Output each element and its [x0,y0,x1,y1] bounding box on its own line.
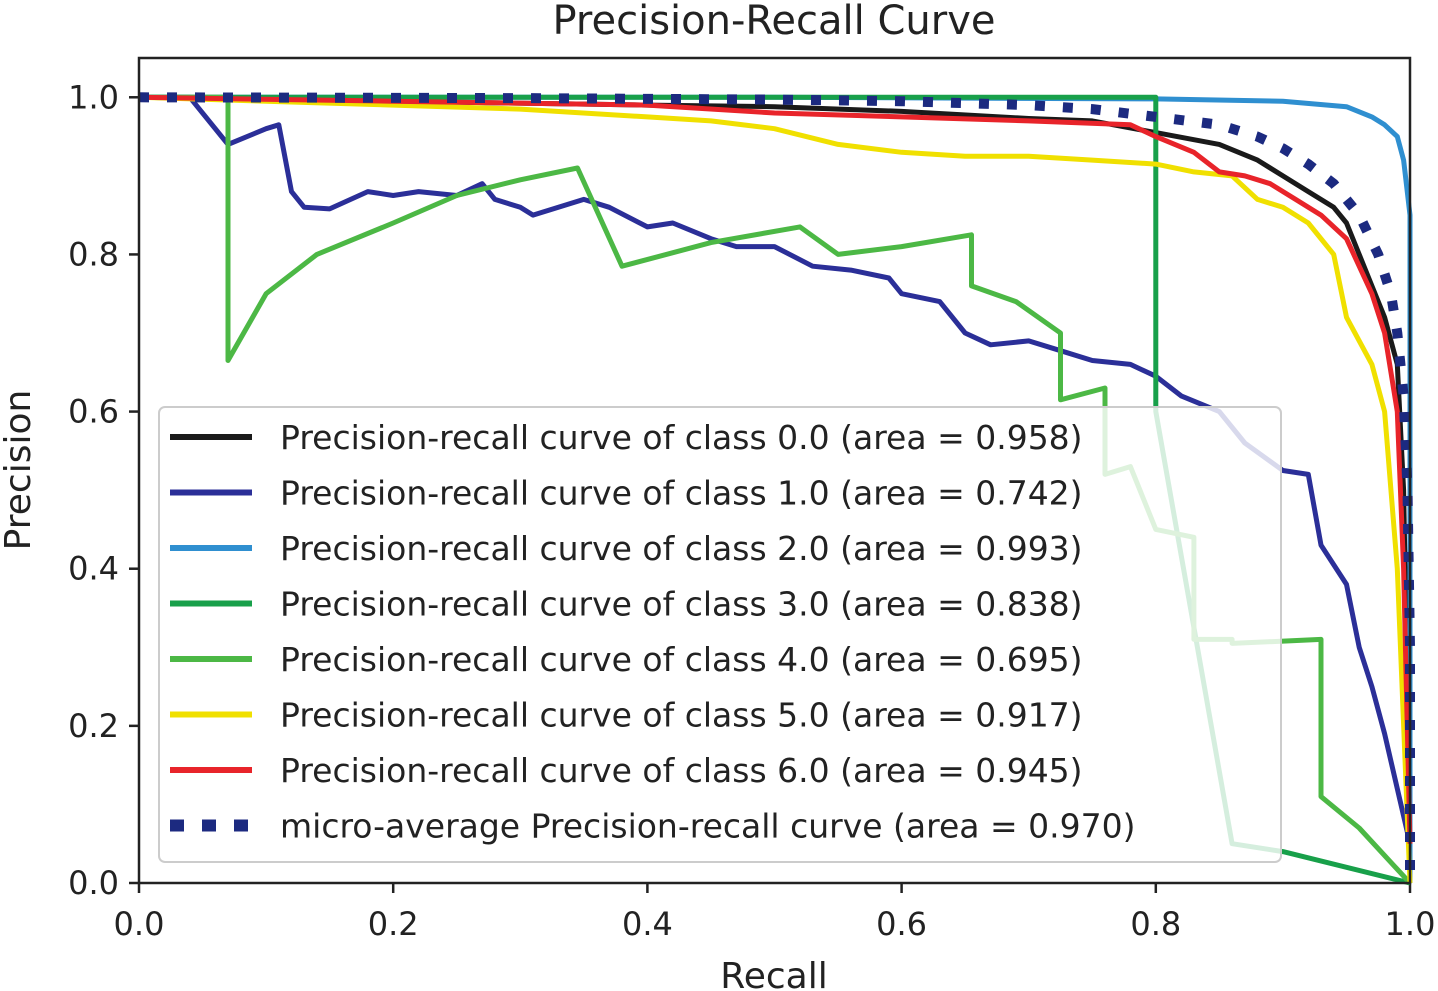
x-tick-label: 0.0 [114,905,165,943]
curves [138,92,1415,886]
y-axis-label: Precision [0,390,39,551]
legend-entry-3: Precision-recall curve of class 3.0 (are… [280,585,1083,624]
legend: Precision-recall curve of class 0.0 (are… [158,406,1282,863]
x-tick-label: 0.6 [876,905,927,943]
curve-series-5 [138,94,1413,884]
x-tick-label: 0.2 [368,905,419,943]
x-axis-label: Recall [720,956,827,991]
axis-ticks: 0.0 0.2 0.4 0.6 0.8 1.0 0.0 0.2 0.4 0.6 0.8 1.0 [68,78,1435,943]
legend-entry-0: Precision-recall curve of class 0.0 (are… [280,418,1083,457]
x-tick-label: 0.4 [622,905,673,943]
legend-entry-6: Precision-recall curve of class 6.0 (are… [280,751,1083,790]
legend-entry-4: Precision-recall curve of class 4.0 (are… [280,640,1083,679]
legend-box [158,406,1282,863]
y-tick-label: 1.0 [68,78,119,116]
plot-frame [137,56,1412,885]
y-tick-label: 0.0 [68,864,119,902]
legend-entry-5: Precision-recall curve of class 5.0 (are… [280,696,1083,735]
curve-series-0 [138,94,1413,844]
chart-title: Precision-Recall Curve [553,0,996,44]
curve-series-6 [138,94,1413,844]
legend-entry-7: micro-average Precision-recall curve (ar… [280,807,1135,846]
y-tick-label: 0.4 [68,550,119,588]
curve-series-7 [138,92,1415,883]
x-tick-label: 0.8 [1130,905,1181,943]
x-tick-label: 1.0 [1385,905,1436,943]
legend-entry-2: Precision-recall curve of class 2.0 (are… [280,529,1083,568]
y-tick-label: 0.2 [68,707,119,745]
y-tick-label: 0.6 [68,393,119,431]
legend-entry-1: Precision-recall curve of class 1.0 (are… [280,474,1083,513]
curve-series-1 [139,94,1413,845]
y-tick-label: 0.8 [68,235,119,273]
